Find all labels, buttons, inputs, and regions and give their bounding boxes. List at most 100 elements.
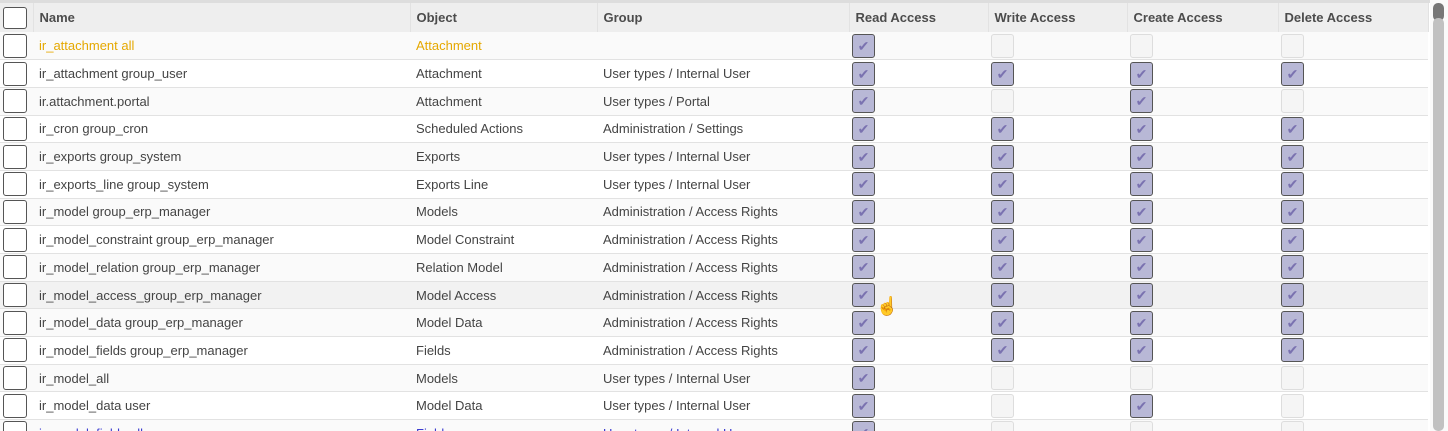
create-access-checkbox[interactable]: ✔	[1130, 89, 1153, 114]
write-access-checkbox[interactable]: ✔	[991, 255, 1014, 280]
table-row[interactable]: ir.attachment.portal Attachment User typ…	[0, 87, 1428, 116]
write-access-checkbox[interactable]: ✔	[991, 310, 1014, 335]
delete-access-checkbox[interactable]	[1281, 33, 1304, 58]
create-access-checkbox[interactable]: ✔	[1130, 144, 1153, 169]
create-access-checkbox[interactable]: ✔	[1130, 227, 1153, 252]
name-cell[interactable]: ir_model_relation group_erp_manager	[33, 253, 410, 282]
write-access-checkbox[interactable]	[991, 421, 1014, 431]
scrollbar-thumb[interactable]	[1433, 3, 1444, 21]
create-access-checkbox[interactable]	[1130, 33, 1153, 58]
table-row[interactable]: ir_model_fields all Fields User types / …	[0, 419, 1428, 431]
name-cell[interactable]: ir_model_fields all	[33, 419, 410, 431]
read-access-checkbox[interactable]: ✔	[852, 172, 875, 197]
group-cell[interactable]: Administration / Access Rights	[597, 253, 849, 282]
write-access-checkbox[interactable]: ✔	[991, 199, 1014, 224]
object-cell[interactable]: Fields	[410, 336, 597, 365]
name-cell[interactable]: ir_exports group_system	[33, 142, 410, 171]
create-access-checkbox[interactable]: ✔	[1130, 172, 1153, 197]
group-cell[interactable]: Administration / Settings	[597, 115, 849, 144]
create-access-checkbox[interactable]: ✔	[1130, 199, 1153, 224]
delete-access-checkbox[interactable]	[1281, 366, 1304, 391]
group-cell[interactable]: User types / Internal User	[597, 142, 849, 171]
delete-access-checkbox[interactable]: ✔	[1281, 199, 1304, 224]
delete-access-checkbox[interactable]	[1281, 393, 1304, 418]
name-cell[interactable]: ir_model_all	[33, 364, 410, 393]
create-access-checkbox[interactable]: ✔	[1130, 61, 1153, 86]
write-access-checkbox[interactable]: ✔	[991, 61, 1014, 86]
table-row[interactable]: ir_model_data user Model Data User types…	[0, 391, 1428, 421]
table-row[interactable]: ir_model_relation group_erp_manager Rela…	[0, 253, 1428, 282]
group-cell[interactable]: User types / Internal User	[597, 364, 849, 393]
group-cell[interactable]: Administration / Access Rights	[597, 308, 849, 338]
name-cell[interactable]: ir_attachment all	[33, 32, 410, 61]
create-access-checkbox[interactable]: ✔	[1130, 338, 1153, 363]
column-header-write[interactable]: Write Access	[988, 3, 1128, 32]
read-access-checkbox[interactable]: ✔	[852, 393, 875, 418]
write-access-checkbox[interactable]	[991, 89, 1014, 114]
table-row[interactable]: ir_cron group_cron Scheduled Actions Adm…	[0, 115, 1428, 144]
table-row[interactable]: ir_attachment all Attachment ✔	[0, 32, 1428, 61]
group-cell[interactable]	[597, 32, 849, 61]
write-access-checkbox[interactable]: ✔	[991, 227, 1014, 252]
object-cell[interactable]: Attachment	[410, 87, 597, 116]
name-cell[interactable]: ir_model group_erp_manager	[33, 198, 410, 227]
object-cell[interactable]: Attachment	[410, 32, 597, 61]
delete-access-checkbox[interactable]: ✔	[1281, 61, 1304, 86]
delete-access-checkbox[interactable]: ✔	[1281, 255, 1304, 280]
delete-access-checkbox[interactable]: ✔	[1281, 116, 1304, 141]
read-access-checkbox[interactable]: ✔	[852, 421, 875, 431]
write-access-checkbox[interactable]: ✔	[991, 172, 1014, 197]
row-checkbox[interactable]	[3, 310, 27, 335]
object-cell[interactable]: Exports Line	[410, 170, 597, 199]
read-access-checkbox[interactable]: ✔	[852, 61, 875, 86]
name-cell[interactable]: ir_attachment group_user	[33, 59, 410, 88]
create-access-checkbox[interactable]: ✔	[1130, 116, 1153, 141]
group-cell[interactable]: Administration / Access Rights	[597, 198, 849, 227]
name-cell[interactable]: ir_model_access_group_erp_manager	[33, 281, 410, 310]
write-access-checkbox[interactable]	[991, 366, 1014, 391]
delete-access-checkbox[interactable]: ✔	[1281, 283, 1304, 308]
row-checkbox[interactable]	[3, 227, 27, 252]
object-cell[interactable]: Exports	[410, 142, 597, 171]
create-access-checkbox[interactable]	[1130, 421, 1153, 431]
create-access-checkbox[interactable]: ✔	[1130, 393, 1153, 418]
write-access-checkbox[interactable]: ✔	[991, 338, 1014, 363]
read-access-checkbox[interactable]: ✔	[852, 310, 875, 335]
group-cell[interactable]: Administration / Access Rights	[597, 281, 849, 310]
table-row[interactable]: ir_model_fields group_erp_manager Fields…	[0, 336, 1428, 365]
read-access-checkbox[interactable]: ✔	[852, 227, 875, 252]
read-access-checkbox[interactable]: ✔	[852, 199, 875, 224]
group-cell[interactable]: User types / Portal	[597, 87, 849, 116]
read-access-checkbox[interactable]: ✔	[852, 255, 875, 280]
delete-access-checkbox[interactable]	[1281, 421, 1304, 431]
column-header-object[interactable]: Object	[410, 3, 598, 32]
row-checkbox[interactable]	[3, 366, 27, 391]
read-access-checkbox[interactable]: ✔	[852, 116, 875, 141]
delete-access-checkbox[interactable]	[1281, 89, 1304, 114]
write-access-checkbox[interactable]: ✔	[991, 116, 1014, 141]
select-all-checkbox[interactable]	[3, 6, 27, 29]
object-cell[interactable]: Model Data	[410, 391, 597, 421]
write-access-checkbox[interactable]: ✔	[991, 144, 1014, 169]
group-cell[interactable]: User types / Internal User	[597, 170, 849, 199]
table-row[interactable]: ir_model_data group_erp_manager Model Da…	[0, 308, 1428, 338]
object-cell[interactable]: Model Access	[410, 281, 597, 310]
column-header-read[interactable]: Read Access	[849, 3, 989, 32]
create-access-checkbox[interactable]: ✔	[1130, 310, 1153, 335]
read-access-checkbox[interactable]: ✔	[852, 89, 875, 114]
table-row[interactable]: ir_model_access_group_erp_manager Model …	[0, 281, 1428, 310]
object-cell[interactable]: Model Constraint	[410, 225, 597, 254]
object-cell[interactable]: Models	[410, 364, 597, 393]
table-row[interactable]: ir_model_constraint group_erp_manager Mo…	[0, 225, 1428, 254]
column-header-create[interactable]: Create Access	[1127, 3, 1279, 32]
read-access-checkbox[interactable]: ✔	[852, 338, 875, 363]
column-header-group[interactable]: Group	[597, 3, 850, 32]
group-cell[interactable]: User types / Internal User	[597, 419, 849, 431]
row-checkbox[interactable]	[3, 33, 27, 58]
create-access-checkbox[interactable]: ✔	[1130, 283, 1153, 308]
column-header-delete[interactable]: Delete Access	[1278, 3, 1429, 32]
row-checkbox[interactable]	[3, 144, 27, 169]
object-cell[interactable]: Fields	[410, 419, 597, 431]
row-checkbox[interactable]	[3, 283, 27, 308]
scrollbar-track[interactable]	[1433, 18, 1444, 431]
